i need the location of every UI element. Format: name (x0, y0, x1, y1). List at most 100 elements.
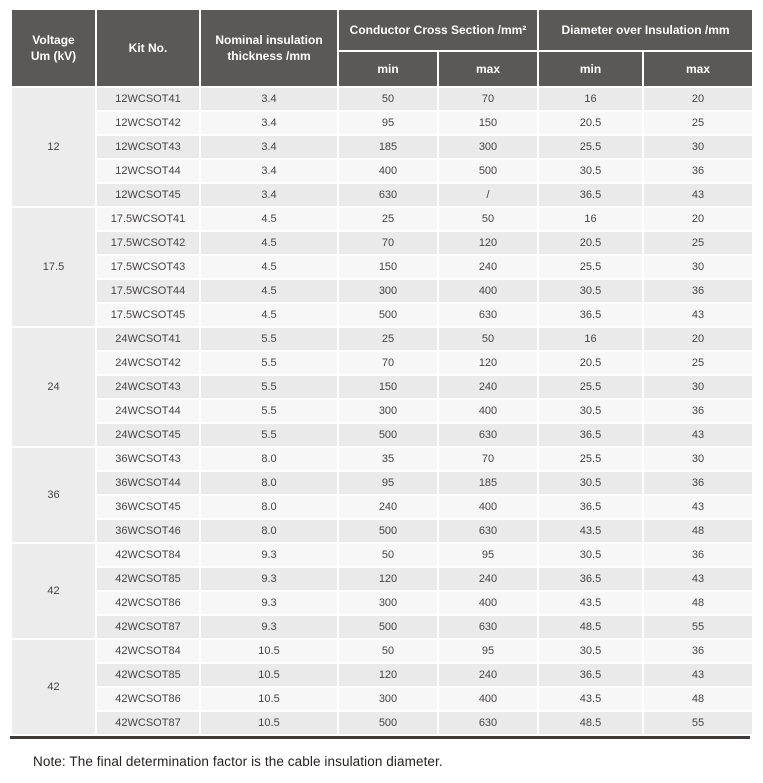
dia-max-cell: 20 (644, 88, 753, 110)
header-dia-min: min (539, 52, 642, 86)
table-row: 36WCSOT46 8.0 500 630 43.5 48 (12, 520, 753, 542)
ccs-max-cell: 95 (439, 640, 537, 662)
kit-no-cell: 42WCSOT86 (97, 592, 199, 614)
dia-min-cell: 20.5 (539, 232, 642, 254)
kit-no-cell: 24WCSOT45 (97, 424, 199, 446)
dia-min-cell: 36.5 (539, 184, 642, 206)
ccs-max-cell: 240 (439, 376, 537, 398)
header-conductor-cross-section: Conductor Cross Section /mm² (339, 10, 537, 50)
table-row: 12WCSOT43 3.4 185 300 25.5 30 (12, 136, 753, 158)
table-row: 24WCSOT45 5.5 500 630 36.5 43 (12, 424, 753, 446)
ccs-max-cell: 400 (439, 280, 537, 302)
ccs-max-cell: 95 (439, 544, 537, 566)
ccs-max-cell: 70 (439, 88, 537, 110)
kit-no-cell: 42WCSOT86 (97, 688, 199, 710)
spec-table-container: Voltage Um (kV) Kit No. Nominal insulati… (10, 8, 753, 769)
kit-no-cell: 12WCSOT43 (97, 136, 199, 158)
kit-no-cell: 42WCSOT84 (97, 544, 199, 566)
dia-min-cell: 36.5 (539, 496, 642, 518)
kit-no-cell: 36WCSOT46 (97, 520, 199, 542)
ccs-max-cell: 500 (439, 160, 537, 182)
thickness-cell: 9.3 (201, 592, 337, 614)
header-kit-no: Kit No. (97, 10, 199, 86)
voltage-group-cell: 36 (12, 448, 95, 542)
dia-min-cell: 20.5 (539, 352, 642, 374)
kit-no-cell: 42WCSOT87 (97, 712, 199, 734)
ccs-min-cell: 500 (339, 616, 437, 638)
ccs-min-cell: 25 (339, 328, 437, 350)
kit-no-cell: 17.5WCSOT43 (97, 256, 199, 278)
ccs-min-cell: 70 (339, 232, 437, 254)
thickness-cell: 9.3 (201, 544, 337, 566)
table-row: 36WCSOT44 8.0 95 185 30.5 36 (12, 472, 753, 494)
kit-no-cell: 42WCSOT87 (97, 616, 199, 638)
header-diameter-over-insulation: Diameter over Insulation /mm (539, 10, 753, 50)
ccs-min-cell: 50 (339, 544, 437, 566)
ccs-min-cell: 300 (339, 688, 437, 710)
ccs-max-cell: 240 (439, 256, 537, 278)
ccs-max-cell: / (439, 184, 537, 206)
thickness-cell: 5.5 (201, 352, 337, 374)
kit-no-cell: 24WCSOT43 (97, 376, 199, 398)
ccs-max-cell: 400 (439, 496, 537, 518)
ccs-min-cell: 500 (339, 520, 437, 542)
kit-no-cell: 12WCSOT45 (97, 184, 199, 206)
dia-max-cell: 43 (644, 184, 753, 206)
table-row: 12WCSOT44 3.4 400 500 30.5 36 (12, 160, 753, 182)
dia-min-cell: 43.5 (539, 592, 642, 614)
table-row: 42WCSOT87 10.5 500 630 48.5 55 (12, 712, 753, 734)
ccs-max-cell: 300 (439, 136, 537, 158)
dia-min-cell: 16 (539, 328, 642, 350)
ccs-max-cell: 50 (439, 208, 537, 230)
table-row: 42WCSOT86 9.3 300 400 43.5 48 (12, 592, 753, 614)
dia-min-cell: 30.5 (539, 160, 642, 182)
ccs-min-cell: 185 (339, 136, 437, 158)
dia-min-cell: 36.5 (539, 568, 642, 590)
kit-no-cell: 12WCSOT41 (97, 88, 199, 110)
thickness-cell: 10.5 (201, 664, 337, 686)
ccs-min-cell: 150 (339, 256, 437, 278)
dia-min-cell: 43.5 (539, 520, 642, 542)
table-row: 17.5WCSOT45 4.5 500 630 36.5 43 (12, 304, 753, 326)
kit-no-cell: 12WCSOT42 (97, 112, 199, 134)
dia-max-cell: 30 (644, 448, 753, 470)
dia-min-cell: 43.5 (539, 688, 642, 710)
table-row: 36 36WCSOT43 8.0 35 70 25.5 30 (12, 448, 753, 542)
thickness-cell: 9.3 (201, 616, 337, 638)
ccs-min-cell: 500 (339, 424, 437, 446)
header-dia-max: max (644, 52, 753, 86)
kit-no-cell: 17.5WCSOT42 (97, 232, 199, 254)
ccs-min-cell: 300 (339, 592, 437, 614)
table-note: Note: The final determination factor is … (33, 754, 443, 769)
dia-max-cell: 36 (644, 472, 753, 494)
kit-no-cell: 42WCSOT84 (97, 640, 199, 662)
thickness-cell: 4.5 (201, 208, 337, 230)
thickness-cell: 3.4 (201, 88, 337, 110)
dia-min-cell: 36.5 (539, 424, 642, 446)
dia-max-cell: 48 (644, 688, 753, 710)
dia-max-cell: 20 (644, 208, 753, 230)
header-nominal-line2: thickness /mm (227, 49, 311, 63)
table-header: Voltage Um (kV) Kit No. Nominal insulati… (12, 10, 753, 86)
thickness-cell: 4.5 (201, 280, 337, 302)
ccs-min-cell: 500 (339, 712, 437, 734)
dia-min-cell: 36.5 (539, 304, 642, 326)
ccs-min-cell: 120 (339, 568, 437, 590)
voltage-group-cell: 24 (12, 328, 95, 446)
dia-max-cell: 43 (644, 496, 753, 518)
ccs-min-cell: 50 (339, 88, 437, 110)
dia-max-cell: 25 (644, 352, 753, 374)
table-row: 17.5WCSOT44 4.5 300 400 30.5 36 (12, 280, 753, 302)
header-voltage-line2: Um (kV) (30, 49, 77, 63)
ccs-min-cell: 500 (339, 304, 437, 326)
table-row: 17.5 17.5WCSOT41 4.5 25 50 16 20 (12, 208, 753, 326)
dia-max-cell: 43 (644, 664, 753, 686)
thickness-cell: 9.3 (201, 568, 337, 590)
ccs-min-cell: 35 (339, 448, 437, 470)
table-row: 42WCSOT85 10.5 120 240 36.5 43 (12, 664, 753, 686)
ccs-max-cell: 630 (439, 712, 537, 734)
dia-max-cell: 36 (644, 544, 753, 566)
dia-max-cell: 30 (644, 136, 753, 158)
ccs-min-cell: 70 (339, 352, 437, 374)
dia-min-cell: 25.5 (539, 256, 642, 278)
